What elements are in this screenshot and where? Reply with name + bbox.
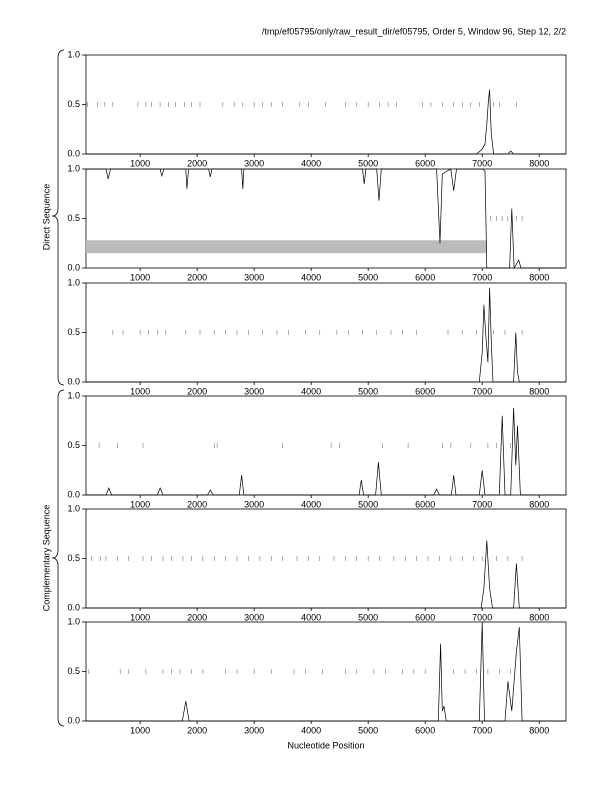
trace bbox=[86, 89, 566, 155]
x-tick-label: 3000 bbox=[244, 386, 264, 396]
gene-region bbox=[86, 240, 487, 254]
plot-frame bbox=[85, 508, 567, 609]
brace bbox=[51, 49, 65, 386]
plot-frame bbox=[85, 282, 567, 383]
x-tick-label: 6000 bbox=[415, 272, 435, 282]
trace bbox=[86, 621, 566, 722]
y-tick-label: 0.0 bbox=[67, 715, 80, 725]
y-tick-label: 0.5 bbox=[67, 327, 80, 337]
trace bbox=[86, 407, 566, 496]
x-tick-label: 4000 bbox=[301, 499, 321, 509]
x-tick-label: 1000 bbox=[130, 499, 150, 509]
y-tick-label: 1.0 bbox=[67, 49, 80, 59]
x-tick-label: 5000 bbox=[358, 158, 378, 168]
x-tick-label: 3000 bbox=[244, 725, 264, 735]
x-tick-label: 1000 bbox=[130, 158, 150, 168]
x-tick-label: 6000 bbox=[415, 499, 435, 509]
brace bbox=[51, 389, 65, 727]
x-tick-label: 5000 bbox=[358, 612, 378, 622]
x-tick-label: 5000 bbox=[358, 272, 378, 282]
x-tick-label: 1000 bbox=[130, 612, 150, 622]
y-tick-label: 0.5 bbox=[67, 666, 80, 676]
x-tick-label: 5000 bbox=[358, 386, 378, 396]
x-axis-label: Nucleotide Position bbox=[287, 740, 364, 750]
x-tick-label: 4000 bbox=[301, 725, 321, 735]
x-tick-label: 8000 bbox=[529, 612, 549, 622]
plot-title: /tmp/ef05795/only/raw_result_dir/ef05795… bbox=[262, 26, 566, 36]
y-tick-label: 1.0 bbox=[67, 616, 80, 626]
x-tick-label: 5000 bbox=[358, 499, 378, 509]
y-tick-label: 0.0 bbox=[67, 489, 80, 499]
x-tick-label: 8000 bbox=[529, 499, 549, 509]
x-tick-label: 8000 bbox=[529, 158, 549, 168]
y-tick-label: 0.5 bbox=[67, 553, 80, 563]
x-tick-label: 1000 bbox=[130, 725, 150, 735]
y-tick-label: 0.0 bbox=[67, 602, 80, 612]
x-tick-label: 6000 bbox=[415, 158, 435, 168]
x-tick-label: 4000 bbox=[301, 386, 321, 396]
x-tick-label: 4000 bbox=[301, 612, 321, 622]
x-tick-label: 3000 bbox=[244, 612, 264, 622]
y-tick-label: 0.0 bbox=[67, 376, 80, 386]
x-tick-label: 7000 bbox=[472, 725, 492, 735]
trace bbox=[86, 287, 566, 383]
x-tick-label: 4000 bbox=[301, 158, 321, 168]
x-tick-label: 2000 bbox=[187, 499, 207, 509]
x-tick-label: 1000 bbox=[130, 386, 150, 396]
x-tick-label: 1000 bbox=[130, 272, 150, 282]
group-label: Direct Sequence bbox=[41, 184, 51, 251]
x-tick-label: 2000 bbox=[187, 386, 207, 396]
group-label: Complementary Sequence bbox=[41, 505, 51, 612]
x-tick-label: 3000 bbox=[244, 158, 264, 168]
x-tick-label: 7000 bbox=[472, 386, 492, 396]
y-tick-label: 0.5 bbox=[67, 440, 80, 450]
x-tick-label: 2000 bbox=[187, 725, 207, 735]
plot-frame bbox=[85, 395, 567, 496]
x-tick-label: 2000 bbox=[187, 158, 207, 168]
y-tick-label: 0.5 bbox=[67, 213, 80, 223]
y-tick-label: 1.0 bbox=[67, 163, 80, 173]
trace bbox=[86, 540, 566, 609]
y-tick-label: 0.0 bbox=[67, 262, 80, 272]
x-tick-label: 7000 bbox=[472, 272, 492, 282]
x-tick-label: 4000 bbox=[301, 272, 321, 282]
x-tick-label: 8000 bbox=[529, 386, 549, 396]
x-tick-label: 7000 bbox=[472, 612, 492, 622]
x-tick-label: 7000 bbox=[472, 499, 492, 509]
y-tick-label: 1.0 bbox=[67, 503, 80, 513]
x-tick-label: 6000 bbox=[415, 725, 435, 735]
x-tick-label: 2000 bbox=[187, 612, 207, 622]
plot-frame bbox=[85, 621, 567, 722]
x-tick-label: 3000 bbox=[244, 272, 264, 282]
x-tick-label: 2000 bbox=[187, 272, 207, 282]
x-tick-label: 8000 bbox=[529, 272, 549, 282]
y-tick-label: 0.0 bbox=[67, 148, 80, 158]
plot-frame bbox=[85, 54, 567, 155]
x-tick-label: 7000 bbox=[472, 158, 492, 168]
trace bbox=[86, 168, 566, 270]
x-tick-label: 6000 bbox=[415, 612, 435, 622]
x-tick-label: 5000 bbox=[358, 725, 378, 735]
x-tick-label: 6000 bbox=[415, 386, 435, 396]
y-tick-label: 0.5 bbox=[67, 99, 80, 109]
x-tick-label: 3000 bbox=[244, 499, 264, 509]
y-tick-label: 1.0 bbox=[67, 277, 80, 287]
y-tick-label: 1.0 bbox=[67, 390, 80, 400]
x-tick-label: 8000 bbox=[529, 725, 549, 735]
